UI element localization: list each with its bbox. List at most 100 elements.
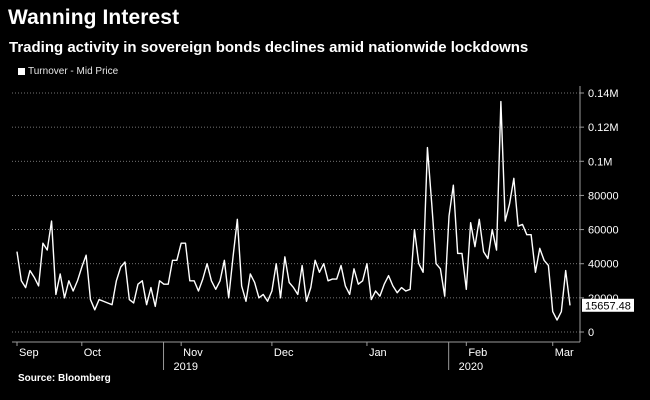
axes bbox=[12, 86, 584, 370]
data-point bbox=[418, 263, 420, 265]
data-point bbox=[228, 297, 230, 299]
data-point bbox=[133, 302, 135, 304]
data-point bbox=[543, 259, 545, 261]
data-point bbox=[379, 295, 381, 297]
data-point bbox=[137, 283, 139, 285]
last-value-box bbox=[582, 298, 634, 312]
chart-subtitle: Trading activity in sovereign bonds decl… bbox=[9, 39, 529, 56]
y-tick-label: 80000 bbox=[588, 190, 619, 202]
data-point bbox=[388, 275, 389, 277]
chart-title: Wanning Interest bbox=[8, 6, 180, 29]
data-point bbox=[245, 300, 247, 302]
year-label: 2020 bbox=[459, 361, 483, 373]
data-point bbox=[211, 280, 212, 282]
data-point bbox=[68, 280, 70, 282]
data-point bbox=[146, 304, 148, 306]
data-point bbox=[448, 215, 450, 217]
data-point bbox=[154, 305, 156, 307]
data-point bbox=[33, 276, 35, 278]
data-point bbox=[258, 297, 260, 299]
data-point bbox=[474, 246, 476, 248]
data-point bbox=[167, 283, 169, 285]
data-point bbox=[409, 288, 411, 290]
data-point bbox=[552, 311, 554, 312]
data-point bbox=[405, 290, 407, 292]
data-point bbox=[20, 280, 22, 282]
data-point bbox=[232, 256, 234, 258]
data-point bbox=[180, 242, 182, 244]
y-tick-label: 60000 bbox=[588, 225, 619, 237]
data-point bbox=[323, 263, 325, 265]
data-point bbox=[336, 278, 338, 280]
y-tick-label: 0.14M bbox=[588, 88, 619, 100]
data-point bbox=[526, 234, 528, 236]
data-point bbox=[331, 278, 333, 280]
data-point bbox=[547, 265, 549, 266]
data-point bbox=[401, 287, 402, 289]
y-tick-label: 0 bbox=[588, 327, 594, 339]
data-point bbox=[427, 147, 428, 149]
data-point bbox=[431, 203, 433, 205]
data-point bbox=[42, 242, 44, 244]
data-point bbox=[185, 242, 186, 244]
data-point bbox=[25, 287, 27, 289]
data-point bbox=[319, 271, 320, 273]
data-point bbox=[314, 259, 316, 261]
year-label: 2019 bbox=[174, 361, 198, 373]
data-point bbox=[163, 283, 165, 285]
data-point bbox=[340, 265, 342, 266]
data-point bbox=[414, 229, 415, 230]
data-point bbox=[560, 311, 562, 312]
x-tick-label: Oct bbox=[84, 347, 101, 359]
data-point bbox=[128, 299, 130, 300]
data-point bbox=[77, 280, 78, 282]
data-point bbox=[38, 285, 40, 287]
data-point bbox=[107, 302, 109, 304]
data-point bbox=[327, 280, 329, 282]
source-note: Source: Bloomberg bbox=[18, 373, 111, 384]
data-point bbox=[172, 259, 173, 261]
data-point bbox=[301, 265, 303, 266]
data-point bbox=[500, 101, 502, 102]
data-point bbox=[517, 225, 519, 227]
data-point bbox=[349, 294, 351, 295]
data-point bbox=[435, 263, 437, 265]
x-tick-label: Mar bbox=[555, 347, 574, 359]
data-point bbox=[111, 304, 113, 306]
x-tick-label: Dec bbox=[274, 347, 294, 359]
data-point bbox=[452, 184, 454, 186]
x-tick-label: Feb bbox=[468, 347, 487, 359]
data-point bbox=[284, 256, 286, 258]
data-point bbox=[366, 263, 368, 265]
data-point bbox=[509, 203, 510, 205]
data-point bbox=[353, 268, 355, 270]
data-point bbox=[422, 271, 424, 273]
x-tick-label: Nov bbox=[183, 347, 203, 359]
data-point bbox=[392, 285, 394, 287]
data-point bbox=[124, 261, 126, 263]
data-point bbox=[51, 220, 52, 222]
data-point bbox=[206, 263, 208, 265]
y-tick-label: 40000 bbox=[588, 259, 619, 271]
data-point bbox=[262, 294, 264, 295]
x-tick-label: Sep bbox=[19, 347, 39, 359]
data-point bbox=[478, 218, 480, 220]
data-point bbox=[530, 234, 532, 236]
data-point bbox=[457, 253, 459, 254]
data-point bbox=[491, 229, 493, 230]
data-point bbox=[55, 294, 57, 295]
data-point bbox=[396, 292, 398, 294]
y-tick-label: 0.12M bbox=[588, 122, 619, 134]
data-point bbox=[219, 280, 221, 282]
data-point bbox=[254, 282, 256, 283]
data-point bbox=[16, 251, 18, 253]
data-point bbox=[103, 300, 104, 302]
data-point bbox=[90, 299, 91, 300]
legend-series-label: Turnover - Mid Price bbox=[28, 66, 119, 77]
data-point bbox=[271, 290, 273, 292]
data-point bbox=[439, 268, 441, 270]
last-value-label: 15657.48 bbox=[585, 300, 631, 312]
data-point bbox=[72, 290, 74, 292]
data-point bbox=[267, 300, 268, 302]
